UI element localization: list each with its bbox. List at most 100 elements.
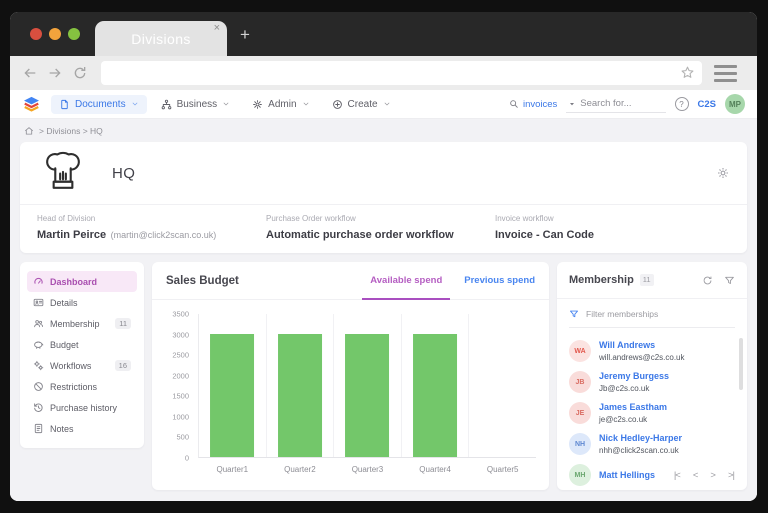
menu-item-create[interactable]: Create — [324, 95, 399, 114]
last-page-button[interactable]: >| — [727, 470, 735, 481]
reload-icon[interactable] — [72, 65, 88, 81]
division-header: HQ — [20, 142, 747, 204]
help-icon[interactable]: ? — [674, 97, 689, 111]
sidebar-item-workflows[interactable]: Workflows 16 — [27, 355, 137, 376]
membership-title: Membership — [569, 274, 634, 286]
chart-title: Sales Budget — [166, 274, 239, 287]
member-row-jeremy-burgess[interactable]: JB Jeremy Burgess Jb@c2s.co.uk — [569, 371, 735, 393]
chart-column-quarter1: Quarter1 — [199, 314, 267, 474]
sidebar-item-dashboard[interactable]: Dashboard — [27, 271, 137, 292]
membership-list: WA Will Andrews will.andrews@c2s.co.uk JB Je… — [557, 330, 747, 490]
division-fields: Head of Division Martin Peirce (martin@cl… — [20, 205, 747, 253]
field-value: Automatic purchase order workflow — [266, 229, 454, 241]
close-window-button[interactable] — [30, 28, 42, 40]
sidebar-item-details[interactable]: Details — [27, 292, 137, 313]
sidebar-item-notes[interactable]: Notes — [27, 418, 137, 439]
chevron-down-icon — [222, 100, 230, 108]
member-name[interactable]: Nick Hedley-Harper — [599, 433, 683, 443]
member-avatar: JE — [569, 402, 591, 424]
sidebar-item-label: Dashboard — [50, 276, 98, 287]
refresh-icon[interactable] — [702, 275, 713, 286]
menu-item-label: Admin — [268, 98, 297, 110]
app-navbar: Documents Business Admin Create invoices Se… — [10, 90, 757, 119]
membership-pagination: |< < > >| — [667, 470, 735, 481]
bar-quarter1[interactable] — [210, 334, 255, 457]
sidebar-item-restrictions[interactable]: Restrictions — [27, 376, 137, 397]
tab-title: Divisions — [131, 30, 191, 47]
filter-memberships-input[interactable]: Filter memberships — [569, 309, 735, 328]
documents-icon — [59, 99, 70, 110]
browser-tab[interactable]: Divisions × — [95, 21, 227, 56]
membership-scrollbar[interactable] — [739, 338, 743, 390]
tab-available-spend[interactable]: Available spend — [362, 262, 451, 300]
sidebar-item-purchase-history[interactable]: Purchase history — [27, 397, 137, 418]
maximize-window-button[interactable] — [68, 28, 80, 40]
member-row-nick-hedley-harper[interactable]: NH Nick Hedley-Harper nhh@click2scan.co.uk — [569, 433, 735, 455]
sidebar-item-budget[interactable]: Budget — [27, 334, 137, 355]
breadcrumb-item-hq[interactable]: HQ — [90, 125, 103, 136]
menu-item-documents[interactable]: Documents — [51, 94, 147, 114]
y-axis-tick: 3500 — [172, 309, 189, 319]
member-name[interactable]: Matt Hellings — [599, 470, 656, 480]
bar-quarter2[interactable] — [277, 334, 322, 457]
y-axis-tick: 2000 — [172, 371, 189, 381]
filter-funnel-icon — [569, 309, 579, 319]
member-name[interactable]: Will Andrews — [599, 340, 656, 350]
prev-page-button[interactable]: < — [692, 470, 698, 481]
navbar-right: invoices Search for... ? C2S MP — [509, 94, 745, 114]
x-axis-label: Quarter4 — [419, 465, 451, 474]
filter-icon[interactable] — [724, 275, 735, 286]
division-settings-gear-icon[interactable] — [716, 166, 730, 180]
tab-previous-spend[interactable]: Previous spend — [464, 275, 535, 286]
restrictions-icon — [33, 381, 44, 392]
search-input[interactable]: Search for... — [566, 95, 666, 113]
menu-item-admin[interactable]: Admin — [244, 95, 317, 114]
bar-quarter4[interactable] — [413, 334, 458, 457]
bookmark-star-icon[interactable] — [680, 65, 695, 80]
bar-quarter3[interactable] — [345, 334, 390, 457]
x-axis-label: Quarter2 — [284, 465, 316, 474]
menu-item-label: Documents — [75, 98, 126, 110]
org-label[interactable]: C2S — [697, 98, 716, 110]
back-icon[interactable] — [22, 65, 38, 81]
member-name[interactable]: James Eastham — [599, 402, 668, 412]
forward-icon[interactable] — [47, 65, 63, 81]
member-row-james-eastham[interactable]: JE James Eastham je@c2s.co.uk — [569, 402, 735, 424]
budget-icon — [33, 339, 44, 350]
browser-menu-icon[interactable] — [714, 64, 737, 82]
field-value: Martin Peirce (martin@click2scan.co.uk) — [37, 229, 217, 241]
y-axis-tick: 1500 — [172, 391, 189, 401]
search-placeholder: Search for... — [580, 98, 632, 109]
member-row-will-andrews[interactable]: WA Will Andrews will.andrews@c2s.co.uk — [569, 340, 735, 362]
member-email: will.andrews@c2s.co.uk — [599, 353, 685, 362]
field-label: Head of Division — [37, 214, 96, 223]
y-axis-tick: 0 — [184, 453, 189, 463]
member-name[interactable]: Jeremy Burgess — [599, 371, 670, 381]
menu-item-label: Create — [347, 98, 378, 110]
main-row: Dashboard Details Membership 11 Budget Workfl… — [20, 262, 747, 490]
app-logo-icon[interactable] — [22, 95, 41, 113]
member-email: je@c2s.co.uk — [599, 415, 648, 424]
admin-icon — [252, 99, 263, 110]
minimize-window-button[interactable] — [49, 28, 61, 40]
division-sidebar: Dashboard Details Membership 11 Budget Workfl… — [20, 262, 144, 448]
home-icon[interactable] — [24, 126, 34, 136]
breadcrumb-item-divisions[interactable]: Divisions — [46, 125, 81, 136]
division-name: HQ — [112, 164, 136, 182]
sidebar-item-membership[interactable]: Membership 11 — [27, 313, 137, 334]
first-page-button[interactable]: |< — [673, 470, 681, 481]
new-tab-button[interactable]: + — [240, 25, 250, 44]
tab-close-icon[interactable]: × — [213, 22, 220, 34]
menu-item-business[interactable]: Business — [153, 95, 239, 114]
filter-placeholder: Filter memberships — [586, 309, 659, 319]
division-card: HQ Head of Division Martin Peirce (martin… — [20, 142, 747, 253]
dashboard-icon — [33, 276, 44, 287]
user-avatar[interactable]: MP — [725, 94, 745, 114]
search-scope-control[interactable]: invoices — [509, 99, 557, 110]
next-page-button[interactable]: > — [710, 470, 715, 481]
membership-card: Membership 11 Filter memberships WA Will … — [557, 262, 747, 490]
membership-icon — [33, 318, 44, 329]
url-bar[interactable] — [101, 61, 702, 85]
member-row-matt-hellings[interactable]: MH Matt Hellings — [569, 464, 735, 486]
search-scope-value: invoices — [522, 98, 558, 110]
